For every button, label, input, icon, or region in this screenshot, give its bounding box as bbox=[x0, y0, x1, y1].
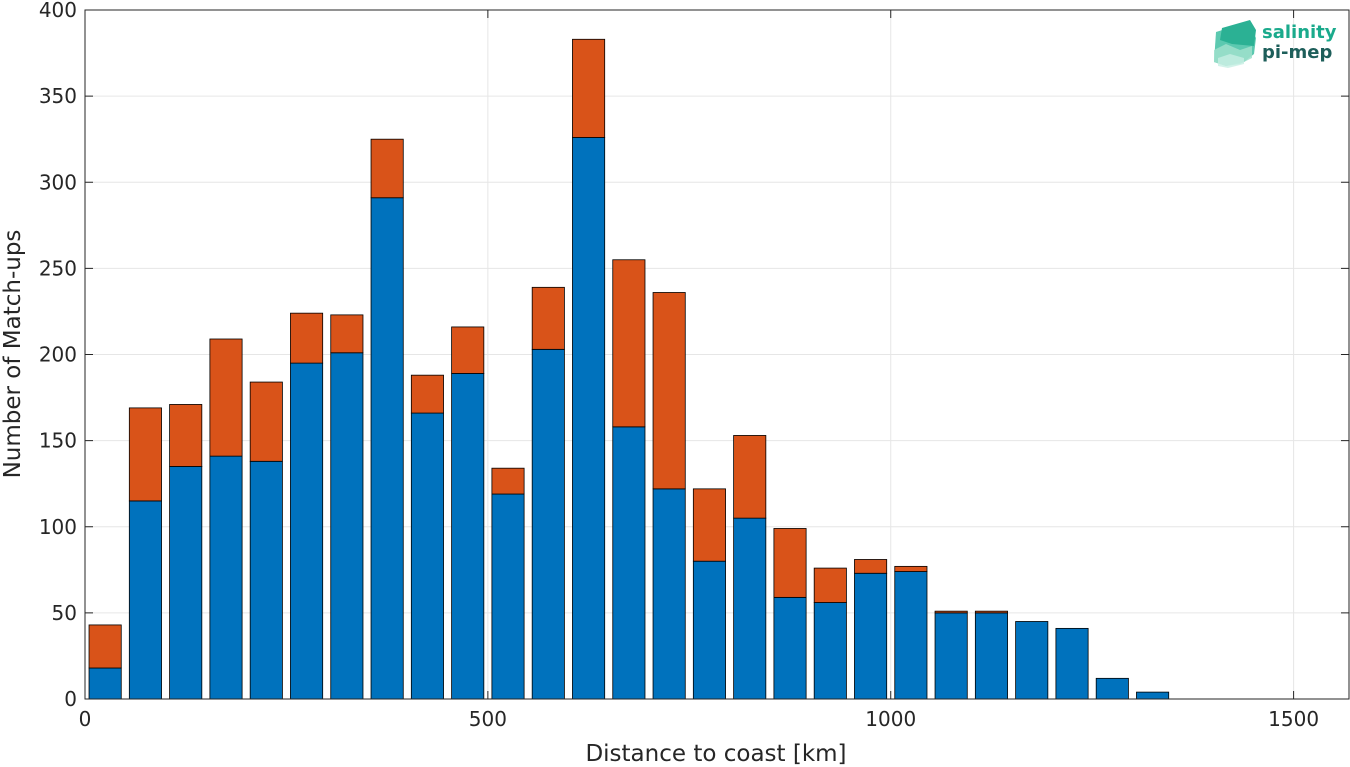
bar-segment-series-2 bbox=[290, 312, 324, 364]
x-tick-label: 1000 bbox=[865, 707, 916, 731]
bar-segment-series-1 bbox=[773, 596, 807, 700]
x-tick-label: 0 bbox=[79, 707, 92, 731]
bar-segment-series-1 bbox=[1095, 677, 1129, 700]
bar-segment-series-2 bbox=[531, 286, 565, 350]
bar-segment-series-2 bbox=[370, 138, 404, 199]
bar-segment-series-1 bbox=[1136, 691, 1170, 700]
x-axis-label: Distance to coast [km] bbox=[585, 741, 846, 767]
y-tick-label: 200 bbox=[39, 343, 77, 367]
bar-segment-series-1 bbox=[692, 560, 726, 700]
bar-segment-series-2 bbox=[652, 292, 686, 490]
x-tick-label: 500 bbox=[469, 707, 507, 731]
tick-labels: 0 500 1000 1500 0 50 100 150 200 250 300 350 400 bbox=[39, 0, 1319, 731]
y-tick-label: 100 bbox=[39, 515, 77, 539]
bar-segment-series-1 bbox=[249, 460, 283, 700]
y-tick-label: 0 bbox=[64, 687, 77, 711]
bar-segment-series-1 bbox=[88, 667, 122, 700]
bar-segment-series-2 bbox=[209, 338, 243, 457]
bar-segment-series-1 bbox=[1055, 627, 1089, 700]
y-tick-label: 150 bbox=[39, 429, 77, 453]
bar-segment-series-2 bbox=[733, 435, 767, 519]
bar-segment-series-1 bbox=[572, 137, 606, 700]
y-tick-label: 400 bbox=[39, 0, 77, 22]
bar-segment-series-2 bbox=[854, 559, 888, 574]
bar-segment-series-2 bbox=[692, 488, 726, 562]
bar-segment-series-1 bbox=[169, 466, 203, 700]
bar-segment-series-2 bbox=[773, 528, 807, 598]
bar-segment-series-2 bbox=[813, 567, 847, 603]
bars bbox=[88, 38, 1170, 700]
bar-segment-series-1 bbox=[491, 493, 525, 700]
bar-segment-series-1 bbox=[128, 500, 162, 700]
bar-segment-series-1 bbox=[410, 412, 444, 700]
logo-text-line2: pi-mep bbox=[1262, 42, 1332, 63]
salinity-pi-mep-logo: salinity pi-mep bbox=[1214, 20, 1337, 68]
y-tick-label: 50 bbox=[52, 601, 77, 625]
bar-segment-series-1 bbox=[854, 572, 888, 700]
bar-segment-series-1 bbox=[813, 602, 847, 700]
bar-segment-series-1 bbox=[330, 352, 364, 700]
bar-segment-series-1 bbox=[451, 373, 485, 700]
ticks bbox=[84, 9, 1349, 700]
bar-segment-series-1 bbox=[209, 455, 243, 700]
bar-segment-series-1 bbox=[974, 612, 1008, 700]
bar-segment-series-1 bbox=[1015, 621, 1049, 700]
bar-segment-series-2 bbox=[934, 610, 968, 614]
bar-segment-series-2 bbox=[410, 374, 444, 414]
bar-segment-series-2 bbox=[249, 381, 283, 462]
y-tick-label: 350 bbox=[39, 84, 77, 108]
bar-segment-series-1 bbox=[531, 348, 565, 700]
bar-segment-series-2 bbox=[128, 407, 162, 502]
bar-segment-series-2 bbox=[894, 565, 928, 572]
bar-segment-series-1 bbox=[733, 517, 767, 700]
bar-segment-series-1 bbox=[934, 612, 968, 700]
bar-segment-series-2 bbox=[491, 467, 525, 495]
bar-segment-series-1 bbox=[290, 362, 324, 700]
bar-segment-series-2 bbox=[612, 259, 646, 428]
bar-segment-series-2 bbox=[330, 314, 364, 354]
bar-segment-series-2 bbox=[451, 326, 485, 374]
bar-segment-series-2 bbox=[169, 404, 203, 467]
bar-segment-series-2 bbox=[572, 38, 606, 138]
x-tick-label: 1500 bbox=[1268, 707, 1319, 731]
bar-segment-series-1 bbox=[894, 571, 928, 700]
y-axis-label: Number of Match-ups bbox=[0, 230, 26, 479]
bar-segment-series-1 bbox=[652, 488, 686, 700]
logo-wave-icon bbox=[1214, 20, 1256, 68]
bar-segment-series-1 bbox=[612, 426, 646, 700]
bar-segment-series-2 bbox=[88, 624, 122, 669]
logo-text-line1: salinity bbox=[1262, 22, 1337, 43]
bar-segment-series-2 bbox=[974, 610, 1008, 614]
y-tick-label: 300 bbox=[39, 170, 77, 194]
y-tick-label: 250 bbox=[39, 256, 77, 280]
bar-segment-series-1 bbox=[370, 197, 404, 700]
